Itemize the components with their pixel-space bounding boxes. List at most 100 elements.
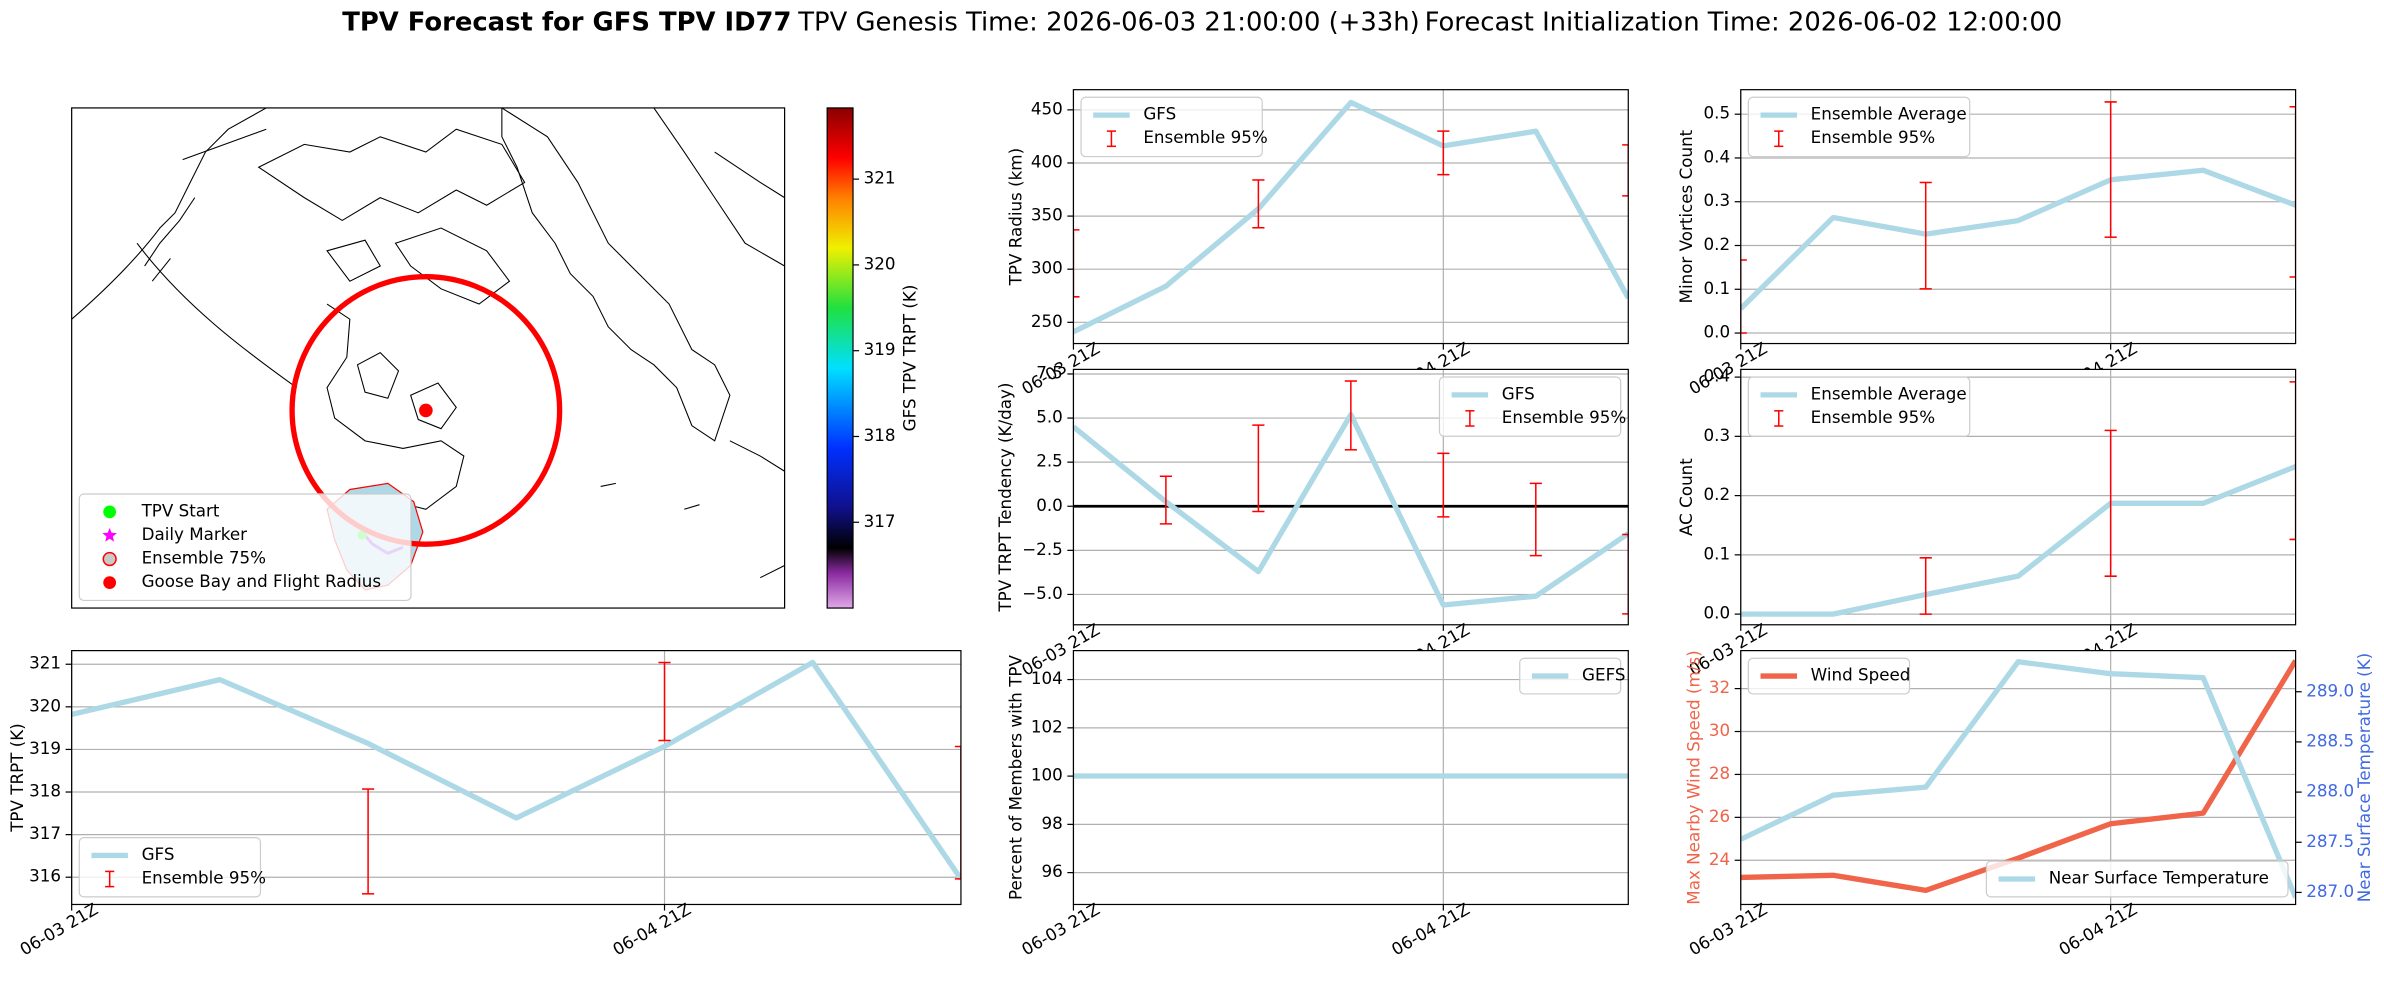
- error-bar: [2289, 381, 2296, 541]
- colorbar-label: GFS TPV TRPT (K): [899, 285, 919, 432]
- legend: GEFS: [1519, 657, 1626, 695]
- init-time: Forecast Initialization Time: 2026-06-02…: [1425, 7, 2063, 37]
- y-axis-label: Percent of Members with TPV: [1006, 655, 1026, 901]
- y-tick-label: 0.4: [1704, 366, 1731, 386]
- y-tick-label: 0.5: [1704, 103, 1731, 123]
- y-tick-label: 300: [1031, 258, 1063, 278]
- colorbar: [826, 107, 854, 609]
- colorbar-tick-label: 321: [864, 168, 896, 188]
- legend: GFS Ensemble 95%: [78, 836, 266, 898]
- error-bar: [1437, 130, 1450, 176]
- legend-label: Daily Marker: [142, 524, 248, 544]
- error-bar: [1622, 144, 1629, 197]
- plot-frame: [1740, 89, 2297, 345]
- y2-tick-label: 287.5: [2306, 831, 2354, 851]
- legend: GFS Ensemble 95%: [1080, 96, 1268, 158]
- legend-box: [1080, 96, 1263, 158]
- y-tick-label: 24: [1709, 849, 1730, 869]
- y-tick-label: 318: [29, 781, 61, 801]
- y-axis-label: Max Nearby Wind Speed (m/s): [1684, 650, 1704, 904]
- y2-axis-label: Near Surface Temperature (K): [2354, 653, 2374, 902]
- y-tick-label: 7.5: [1036, 362, 1063, 382]
- legend-label: Goose Bay and Flight Radius: [142, 571, 381, 591]
- y-tick-label: 5.0: [1036, 407, 1063, 427]
- y-tick-label: −5.0: [1022, 583, 1063, 603]
- legend-box: [1747, 657, 1911, 695]
- colorbar-tick-label: 317: [864, 511, 896, 531]
- plot-area: [1073, 380, 1629, 615]
- y2-tick-label: 287.0: [2306, 881, 2354, 901]
- greenland: [501, 107, 731, 442]
- plot-frame: [1740, 650, 2297, 906]
- legend-marker: [103, 576, 117, 589]
- y2-tick-label: 288.5: [2306, 730, 2354, 750]
- coastline: [71, 107, 267, 320]
- colorbar-tick-label: 318: [864, 425, 896, 445]
- legend-label: Ensemble Average: [1811, 383, 1967, 403]
- genesis-time: TPV Genesis Time: 2026-06-03 21:00:00 (+…: [797, 7, 1419, 37]
- error-bar: [1159, 475, 1172, 525]
- legend-label: GFS: [142, 844, 175, 864]
- legend-box: [1747, 96, 1971, 158]
- y-axis-label: TPV TRPT Tendency (K/day): [995, 383, 1015, 613]
- legend-label: Ensemble 75%: [142, 548, 266, 568]
- y-tick-label: 0.0: [1036, 495, 1063, 515]
- colorbar-tick-label: 319: [864, 339, 896, 359]
- y-tick-label: 250: [1031, 311, 1063, 331]
- plot-frame: [1072, 89, 1629, 345]
- y-tick-label: 96: [1042, 861, 1063, 881]
- legend-label: Ensemble Average: [1811, 104, 1967, 124]
- line: [71, 659, 961, 881]
- border: [136, 128, 297, 389]
- legend-label: TPV Start: [141, 500, 220, 520]
- legend-label: Near Surface Temperature: [2049, 868, 2269, 888]
- plot-area: [1740, 381, 2296, 617]
- y-tick-label: 102: [1031, 716, 1063, 736]
- y-tick-label: 0.4: [1704, 146, 1731, 166]
- line: [1740, 659, 2296, 899]
- error-bar: [2104, 429, 2117, 577]
- error-bar: [362, 788, 375, 895]
- plot-frame: [71, 650, 962, 906]
- legend: GFS Ensemble 95%: [1438, 376, 1626, 437]
- y-tick-label: −2.5: [1022, 539, 1063, 559]
- error-bar: [1529, 482, 1542, 557]
- x-tick-label: 06-04 21Z: [2055, 899, 2140, 960]
- plot-frame: [1740, 368, 2297, 626]
- x-tick-label: 06-03 21Z: [16, 899, 101, 960]
- legend-marker: [102, 551, 117, 567]
- error-bar: [1437, 452, 1450, 518]
- x-tick-label: 06-04 21Z: [609, 899, 694, 960]
- legend-label: Ensemble 95%: [142, 868, 266, 888]
- legend-box: [78, 836, 262, 898]
- y-axis-label: AC Count: [1676, 458, 1696, 536]
- legend-marker: [103, 505, 117, 519]
- error-bar: [1919, 181, 1932, 290]
- y-tick-label: 0.0: [1704, 322, 1731, 342]
- y-tick-label: 30: [1709, 720, 1730, 740]
- legend-box: [1985, 860, 2289, 898]
- error-bar: [1622, 533, 1629, 615]
- plot-frame: [1072, 368, 1629, 626]
- legend-label: GEFS: [1582, 665, 1625, 685]
- y-tick-label: 450: [1031, 98, 1063, 118]
- legend-marker: [102, 527, 117, 542]
- y2-tick-label: 288.0: [2306, 781, 2354, 801]
- line: [1740, 464, 2296, 617]
- legend-box: [1747, 376, 1971, 437]
- title: TPV Forecast for GFS TPV ID77: [342, 7, 791, 37]
- plot-area: [71, 659, 961, 895]
- legend: TPV Start Daily Marker Ensemble 75% Goose B…: [78, 493, 412, 602]
- legend-box: [1519, 657, 1622, 695]
- y-axis-label: TPV Radius (km): [1006, 148, 1026, 286]
- legend-box: [78, 493, 412, 602]
- error-bar: [1919, 557, 1932, 615]
- y-tick-label: 317: [29, 823, 61, 843]
- line: [1073, 99, 1629, 335]
- legend: Wind Speed: [1747, 657, 1911, 695]
- x-tick-label: 06-04 21Z: [1388, 899, 1473, 960]
- y-tick-label: 321: [29, 653, 61, 673]
- plot-frame: [1072, 650, 1629, 906]
- y-tick-label: 319: [29, 738, 61, 758]
- error-bar: [658, 661, 671, 742]
